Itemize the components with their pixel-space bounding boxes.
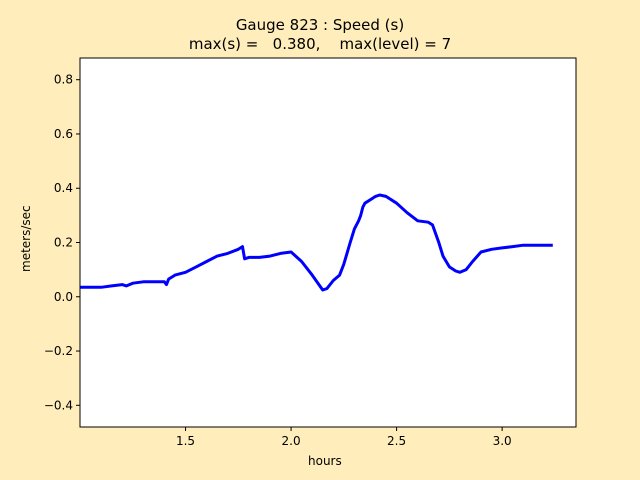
speed-line [80,193,553,292]
y-tick-label: −0.2 [44,344,73,358]
y-tick-label: 0.6 [54,127,73,141]
chart-title: Gauge 823 : Speed (s) [235,16,405,34]
y-tick-label: 0.8 [54,73,73,87]
plot-frame [79,57,577,428]
y-tick-label: 0.4 [54,181,73,195]
x-tick-label: 2.0 [282,434,301,448]
plot-area [80,58,576,427]
tick-group: 1.5 2.0 2.5 3.0 −0.4 −0.2 0.0 0.2 0.4 0.6 0.8 [44,73,512,448]
x-tick-label: 1.5 [176,434,195,448]
x-tick-label: 2.5 [387,434,406,448]
x-tick-label: 3.0 [493,434,512,448]
y-tick-label: 0.2 [54,236,73,250]
x-axis-label: hours [308,454,342,468]
y-tick-label: −0.4 [44,398,73,412]
y-tick-label: 0.0 [54,290,73,304]
y-axis-label: meters/sec [19,205,33,272]
series-group [80,193,553,292]
chart-subtitle: max(s) = 0.380, max(level) = 7 [188,35,452,53]
